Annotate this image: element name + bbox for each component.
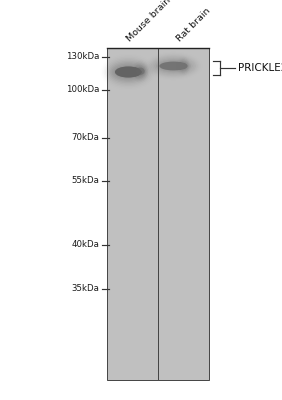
Bar [158,48,209,380]
Text: 70kDa: 70kDa [71,134,99,142]
Ellipse shape [136,67,145,76]
Ellipse shape [159,62,188,70]
Ellipse shape [156,59,191,73]
Text: Mouse brain: Mouse brain [125,0,172,43]
Ellipse shape [180,63,187,69]
Text: 100kDa: 100kDa [66,86,99,94]
Text: 55kDa: 55kDa [71,176,99,185]
Ellipse shape [112,64,145,80]
Ellipse shape [159,62,188,70]
Ellipse shape [115,66,142,78]
Text: 130kDa: 130kDa [66,52,99,61]
Ellipse shape [115,66,142,78]
Ellipse shape [158,60,189,72]
Ellipse shape [154,58,193,74]
Ellipse shape [113,65,143,79]
Text: Rat brain: Rat brain [175,6,213,43]
Text: 40kDa: 40kDa [71,240,99,249]
Bar [107,48,158,380]
Ellipse shape [136,68,145,75]
Ellipse shape [179,62,187,70]
Ellipse shape [179,61,188,71]
Text: PRICKLE2: PRICKLE2 [238,63,282,73]
Ellipse shape [179,60,188,72]
Ellipse shape [135,66,146,77]
Ellipse shape [135,65,146,78]
Ellipse shape [136,68,145,75]
Ellipse shape [180,63,187,69]
Text: 35kDa: 35kDa [71,284,99,293]
Ellipse shape [110,62,147,82]
